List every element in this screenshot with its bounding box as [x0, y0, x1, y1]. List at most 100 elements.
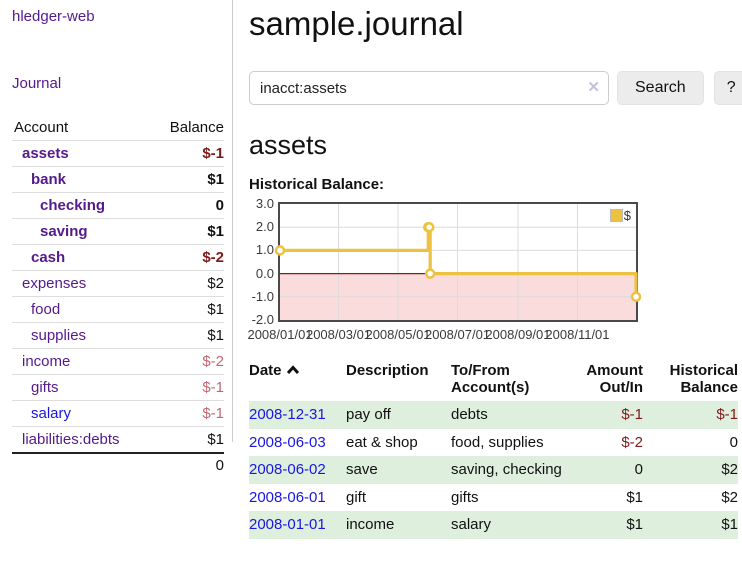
- account-heading: assets: [249, 130, 328, 160]
- transaction-date-link[interactable]: 2008-12-31: [249, 406, 326, 423]
- account-balance: $1: [207, 431, 224, 448]
- transaction-accounts: food, supplies: [451, 433, 544, 451]
- account-balance: $1: [207, 171, 224, 188]
- transaction-amount: $1: [563, 511, 643, 539]
- sidebar-account-income[interactable]: income: [22, 353, 71, 370]
- chart-title: Historical Balance:: [249, 176, 385, 193]
- sidebar-account-cash[interactable]: cash: [31, 249, 66, 266]
- account-row: expenses $2: [12, 270, 224, 296]
- transaction-description: income: [346, 511, 451, 539]
- historical-balance-chart: $ 3.0 2.0 1.0 0.0 -1.0 -2.0 2008/01/01 2008/03/…: [247, 196, 709, 344]
- search-form: ✕ Search ?: [249, 71, 742, 105]
- transaction-amount: $-1: [563, 401, 643, 429]
- account-balance: $1: [207, 301, 224, 318]
- transaction-balance: $1: [643, 511, 738, 539]
- y-axis-tick-label: 3.0: [255, 196, 274, 211]
- account-row: checking 0: [12, 192, 224, 218]
- sidebar-account-saving[interactable]: saving: [40, 223, 88, 240]
- register-row: 2008-06-03 eat & shop food, supplies $-2…: [249, 429, 738, 457]
- register-row: 2008-06-01 gift gifts $1 $2: [249, 484, 738, 512]
- x-axis-tick-label: 2008/05/01: [365, 327, 431, 342]
- account-balance-table: Account Balance assets $-1 bank $1 check…: [12, 115, 224, 477]
- transaction-balance: $-1: [643, 401, 738, 429]
- x-axis-tick-label: 2008/11/01: [545, 327, 610, 342]
- account-balance: $-1: [202, 145, 224, 162]
- transaction-description: pay off: [346, 401, 451, 429]
- column-header-description[interactable]: Description: [346, 362, 429, 379]
- transaction-amount: $-2: [621, 433, 643, 451]
- account-balance: $-1: [202, 379, 224, 396]
- account-row: saving $1: [12, 218, 224, 244]
- register-row: 2008-06-02 save saving, checking 0 $2: [249, 456, 738, 484]
- transaction-date-link[interactable]: 2008-06-02: [249, 461, 326, 478]
- transaction-amount: $1: [626, 488, 643, 506]
- register-row: 2008-01-01 income salary $1 $1: [249, 511, 738, 539]
- column-header-accounts[interactable]: To/From Account(s): [451, 362, 530, 396]
- x-axis-tick-label: 2008/03/01: [305, 327, 372, 342]
- column-header-amount[interactable]: Amount Out/In: [586, 362, 643, 396]
- sidebar-account-gifts[interactable]: gifts: [31, 379, 59, 396]
- account-balance: $-1: [202, 405, 224, 422]
- clear-search-icon[interactable]: ✕: [587, 79, 600, 96]
- y-axis-tick-label: 2.0: [255, 219, 274, 235]
- sidebar-account-supplies[interactable]: supplies: [31, 327, 87, 344]
- y-axis-tick-label: -2.0: [251, 312, 274, 327]
- main-panel: sample.journal ✕ Search ? assets Histori…: [233, 0, 742, 582]
- accounts-total-value: 0: [215, 457, 224, 474]
- column-header-balance[interactable]: Historical Balance: [669, 362, 738, 396]
- transaction-balance: 0: [729, 433, 738, 451]
- transaction-accounts: salary: [451, 511, 563, 539]
- sidebar-item-journal[interactable]: Journal: [12, 75, 62, 92]
- register-header-row: Date Description To/From Account(s) Amou…: [249, 360, 738, 401]
- account-row: assets $-1: [12, 140, 224, 166]
- help-button[interactable]: ?: [713, 71, 742, 105]
- account-row: gifts $-1: [12, 374, 224, 400]
- app-brand-link[interactable]: hledger-web: [12, 8, 95, 25]
- sidebar-account-food[interactable]: food: [31, 301, 61, 318]
- x-axis-tick-label: 2008/07/01: [424, 327, 491, 342]
- account-row: liabilities:debts $1: [12, 426, 224, 452]
- chart-legend: $: [609, 208, 631, 223]
- account-row: cash $-2: [12, 244, 224, 270]
- y-axis-tick-label: -1.0: [251, 288, 274, 304]
- sidebar-account-liabilities-debts[interactable]: liabilities:debts: [22, 431, 120, 448]
- account-balance: $2: [207, 275, 224, 292]
- sidebar-account-expenses[interactable]: expenses: [22, 275, 87, 292]
- transaction-accounts: debts: [451, 401, 563, 429]
- account-row: salary $-1: [12, 400, 224, 426]
- account-balance: $1: [207, 327, 224, 344]
- sidebar-account-checking[interactable]: checking: [40, 197, 106, 214]
- x-axis-tick-label: 2008/09/01: [485, 327, 551, 342]
- transaction-accounts: gifts: [451, 488, 479, 506]
- balance-column-header: Balance: [169, 119, 224, 136]
- account-balance: $-2: [202, 353, 224, 370]
- account-row: supplies $1: [12, 322, 224, 348]
- legend-label: $: [623, 208, 631, 223]
- sidebar-account-assets[interactable]: assets: [22, 145, 69, 162]
- account-balance: $-2: [202, 249, 224, 266]
- account-row: income $-2: [12, 348, 224, 374]
- transaction-date-link[interactable]: 2008-06-03: [249, 433, 326, 451]
- transaction-balance: $2: [721, 488, 738, 506]
- register-table: Date Description To/From Account(s) Amou…: [249, 360, 738, 539]
- sidebar-account-bank[interactable]: bank: [31, 171, 67, 188]
- search-input[interactable]: [249, 71, 609, 105]
- account-balance: $1: [207, 223, 224, 240]
- register-row: 2008-12-31 pay off debts $-1 $-1: [249, 401, 738, 429]
- column-header-date[interactable]: Date: [249, 360, 346, 401]
- account-column-header: Account: [14, 119, 69, 136]
- sidebar-account-salary[interactable]: salary: [31, 405, 72, 422]
- transaction-balance: $2: [643, 456, 738, 484]
- transaction-date-link[interactable]: 2008-01-01: [249, 516, 326, 533]
- y-axis-tick-label: 0.0: [255, 265, 274, 281]
- transaction-description: eat & shop: [346, 433, 418, 451]
- page-title: sample.journal: [249, 5, 464, 42]
- chart-plot-area: $: [274, 202, 642, 322]
- search-button[interactable]: Search: [617, 71, 704, 105]
- transaction-description: save: [346, 456, 451, 484]
- accounts-total-row: 0: [12, 452, 224, 477]
- transaction-date-link[interactable]: 2008-06-01: [249, 488, 326, 506]
- account-row: bank $1: [12, 166, 224, 192]
- transaction-accounts: saving, checking: [451, 456, 563, 484]
- transaction-amount: 0: [563, 456, 643, 484]
